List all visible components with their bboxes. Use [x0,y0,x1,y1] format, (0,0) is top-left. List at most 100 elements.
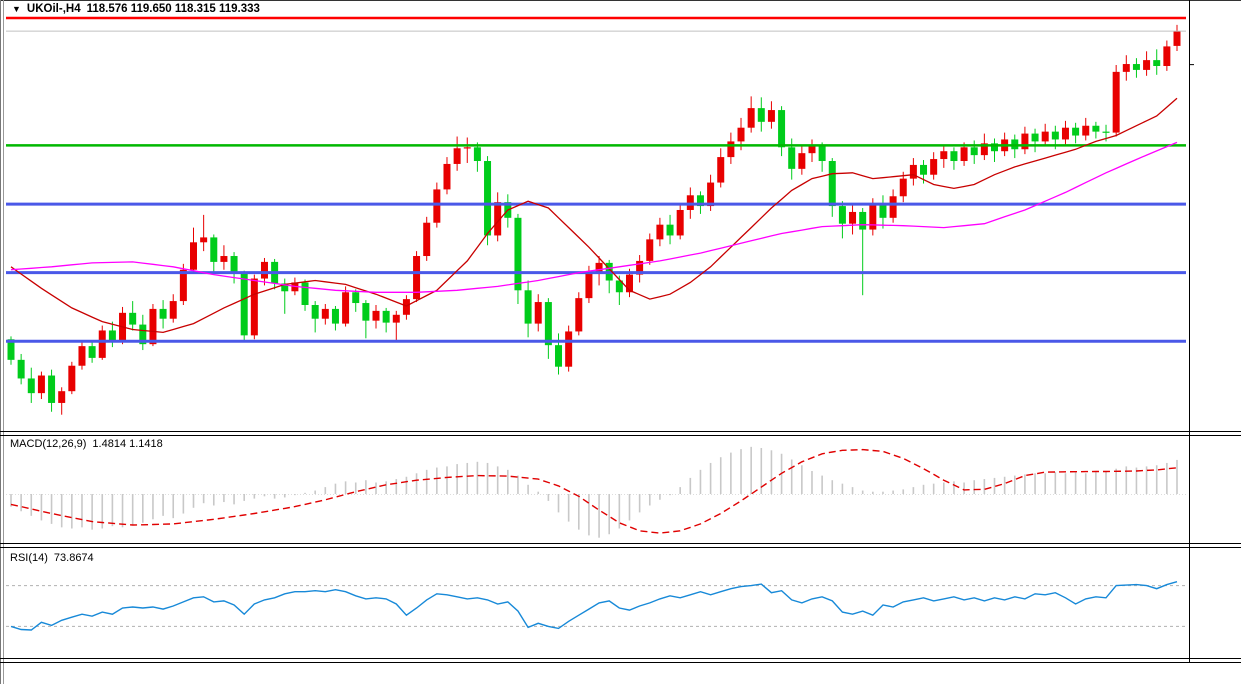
candle-bull [1061,127,1069,140]
candle-bear [524,290,532,324]
candle-bull [646,239,654,261]
candle-bear [555,345,563,367]
candle-bear [615,280,623,293]
candle-bull [179,269,187,302]
ma-slow-magenta-line [10,141,1178,293]
candle-bull [1143,60,1151,70]
candle-bull [909,164,917,179]
candle-bull [565,331,573,367]
candle-bull [260,261,268,279]
candle-bull [433,189,441,223]
candle-bear [240,273,248,336]
candle-bull [250,278,258,336]
candle-bull [402,299,410,315]
candle-bear [382,310,390,323]
candle-bull [68,365,76,392]
candle-bear [27,378,35,394]
candle-bear [1031,133,1039,142]
candle-bull [707,182,715,207]
candle-bear [544,302,552,346]
candle-bear [331,308,339,324]
candle-bull [1041,131,1049,142]
candle-bull [676,209,684,236]
candle-bear [666,224,674,236]
chart-ohlc-readout: 118.576 119.650 118.315 119.333 [86,3,260,15]
candle-bear [970,147,978,156]
candle-bull [798,153,806,169]
candle-bear [514,217,522,291]
candle-bear [1092,125,1100,132]
candle-bull [78,346,86,366]
chart-title-bar: ▼ UKOil-,H4 118.576 119.650 118.315 119.… [12,3,260,15]
candle-bear [230,256,238,274]
candle-bull [169,301,177,319]
candle-bull [1173,31,1181,46]
candle-bear [778,110,786,148]
candle-bull [1163,46,1171,66]
candle-bull [727,141,735,158]
candle-bear [281,283,289,292]
candle-bear [1051,131,1059,140]
candle-bull [37,375,45,394]
rsi-value: 73.8674 [53,552,94,564]
candle-bull [595,262,603,273]
candle-bull [656,224,664,240]
candle-bull [808,145,816,154]
candle-bull [869,204,877,230]
macd-name: MACD(12,26,9) [10,438,87,450]
candle-bull [190,242,198,270]
candle-bear [311,304,319,319]
candle-bear [920,164,928,175]
candle-bear [301,282,309,305]
main-price-panel [6,16,1186,415]
candle-bear [88,346,96,358]
candle-bear [818,145,826,162]
candle-bull [980,143,988,156]
candle-bear [484,161,492,236]
rsi-name: RSI(14) [10,552,48,564]
candle-bull [767,110,775,122]
candle-bear [352,292,360,304]
candle-bull [463,147,471,149]
candle-bear [950,151,958,162]
candle-bull [98,330,106,358]
candle-bear [828,161,836,207]
candle-bear [48,375,56,403]
chart-symbol-timeframe: UKOil-,H4 [26,3,81,15]
candle-bear [473,147,481,162]
macd-values: 1.4814 1.1418 [92,438,163,450]
candle-bull [585,272,593,299]
candle-bear [129,312,137,325]
candle-bull [737,127,745,142]
candle-bear [788,147,796,169]
candle-bear [757,108,765,122]
collapse-indicator-icon[interactable]: ▼ [12,4,21,14]
candle-bear [7,339,15,360]
candle-bull [534,302,542,324]
rsi-line [10,581,1178,631]
candle-bear [139,324,147,345]
candle-bull [1112,71,1120,133]
candle-bull [636,260,644,275]
candle-bear [362,303,370,321]
candle-bull [321,308,329,319]
candle-bull [1021,133,1029,150]
rsi-panel [6,581,1186,631]
candle-bull [453,148,461,164]
candle-bull [372,310,380,321]
candle-bull [889,196,897,218]
macd-panel [6,446,1186,538]
candle-bull [960,147,968,162]
candle-bear [1132,64,1140,70]
candle-bull [149,308,157,345]
macd-indicator-label: MACD(12,26,9) 1.4814 1.1418 [10,438,163,450]
candle-bull [494,202,502,236]
candle-bull [1082,125,1090,136]
candle-bear [990,143,998,152]
candle-bull [392,314,400,323]
candle-bear [696,195,704,207]
candle-bull [423,222,431,257]
